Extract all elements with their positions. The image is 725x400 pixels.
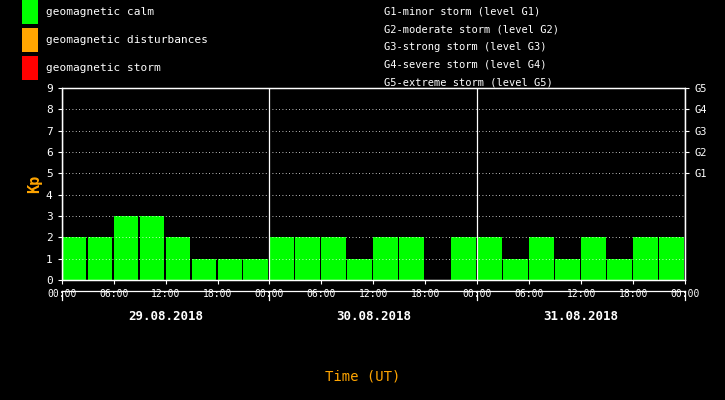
Bar — [607, 259, 632, 280]
Text: G1-minor storm (level G1): G1-minor storm (level G1) — [384, 7, 541, 17]
Bar — [114, 216, 138, 280]
Bar — [581, 237, 606, 280]
Bar — [555, 259, 580, 280]
Y-axis label: Kp: Kp — [27, 175, 41, 193]
Bar — [659, 237, 684, 280]
Text: Time (UT): Time (UT) — [325, 369, 400, 383]
Text: 30.08.2018: 30.08.2018 — [336, 310, 411, 323]
Text: geomagnetic calm: geomagnetic calm — [46, 7, 154, 17]
Bar — [22, 28, 38, 52]
Text: geomagnetic storm: geomagnetic storm — [46, 63, 161, 73]
Text: G4-severe storm (level G4): G4-severe storm (level G4) — [384, 60, 547, 70]
Bar — [503, 259, 528, 280]
Text: geomagnetic disturbances: geomagnetic disturbances — [46, 35, 208, 45]
Bar — [529, 237, 554, 280]
Text: G5-extreme storm (level G5): G5-extreme storm (level G5) — [384, 77, 553, 87]
Text: G3-strong storm (level G3): G3-strong storm (level G3) — [384, 42, 547, 52]
Bar — [191, 259, 216, 280]
Bar — [270, 237, 294, 280]
Text: G2-moderate storm (level G2): G2-moderate storm (level G2) — [384, 25, 559, 35]
Bar — [22, 0, 38, 24]
Bar — [321, 237, 346, 280]
Bar — [88, 237, 112, 280]
Text: 31.08.2018: 31.08.2018 — [544, 310, 618, 323]
Bar — [399, 237, 424, 280]
Bar — [373, 237, 398, 280]
Bar — [165, 237, 190, 280]
Bar — [347, 259, 372, 280]
Bar — [296, 237, 320, 280]
Bar — [22, 56, 38, 80]
Bar — [244, 259, 268, 280]
Bar — [633, 237, 658, 280]
Bar — [218, 259, 242, 280]
Bar — [451, 237, 476, 280]
Bar — [139, 216, 165, 280]
Bar — [62, 237, 86, 280]
Text: 29.08.2018: 29.08.2018 — [128, 310, 203, 323]
Bar — [477, 237, 502, 280]
